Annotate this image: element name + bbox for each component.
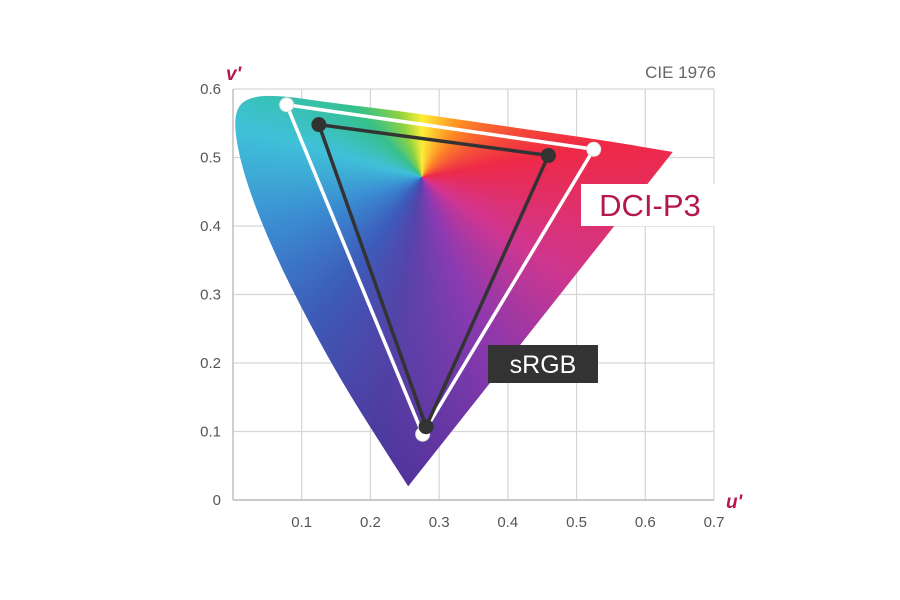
x-tick-label-5: 0.6: [635, 514, 656, 531]
y-tick-label-5: 0.5: [200, 150, 221, 167]
color-space-label: CIE 1976: [645, 63, 716, 82]
y-tick-label-3: 0.3: [200, 287, 221, 304]
x-tick-label-1: 0.2: [360, 514, 381, 531]
srgb-point-1: [418, 419, 434, 435]
srgb-triangle: [317, 122, 551, 429]
y-tick-label-4: 0.4: [200, 218, 221, 235]
axes: [232, 89, 714, 501]
y-tick-label-6: 0.6: [200, 81, 221, 98]
srgb-label: sRGB: [488, 345, 598, 383]
srgb-label-background: [488, 345, 598, 383]
x-ticks: 0.1 0.2 0.3 0.4 0.5 0.6 0.7: [291, 514, 724, 531]
dci-p3-label-text: DCI-P3: [599, 188, 701, 223]
dci-p3-label: DCI-P3: [581, 184, 720, 226]
dci-p3-point-2: [586, 141, 602, 157]
dci-p3-label-background: [581, 184, 720, 226]
y-ticks: 0 0.1 0.2 0.3 0.4 0.5 0.6: [200, 81, 221, 509]
y-tick-label-2: 0.2: [200, 355, 221, 372]
y-tick-label-0: 0: [213, 492, 221, 509]
gamut-triangles: [279, 97, 602, 442]
y-axis-label: v': [226, 64, 243, 85]
srgb-point-2: [540, 147, 556, 163]
y-tick-label-1: 0.1: [200, 424, 221, 441]
dci-p3-point-0: [279, 97, 295, 113]
x-tick-label-6: 0.7: [704, 514, 725, 531]
x-tick-label-0: 0.1: [291, 514, 312, 531]
dci-p3-triangle: [284, 103, 596, 436]
x-tick-label-3: 0.4: [497, 514, 518, 531]
x-tick-label-4: 0.5: [566, 514, 587, 531]
srgb-label-text: sRGB: [510, 351, 577, 379]
x-tick-label-2: 0.3: [429, 514, 450, 531]
x-axis-label: u': [726, 492, 744, 513]
srgb-point-0: [311, 117, 327, 133]
